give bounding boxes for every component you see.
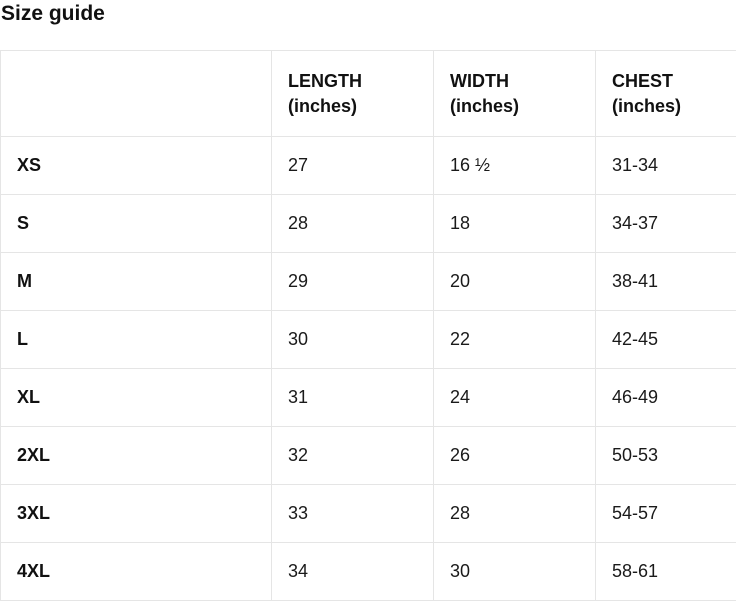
size-guide-table: LENGTH (inches) WIDTH (inches) CHEST (in… (0, 50, 736, 601)
column-header-length: LENGTH (inches) (271, 50, 434, 137)
table-row-xl: XL 31 24 46-49 (0, 368, 736, 427)
chest-value: 34-37 (595, 194, 736, 253)
chest-value: 42-45 (595, 310, 736, 369)
length-value: 30 (271, 310, 434, 369)
column-header-width: WIDTH (inches) (433, 50, 596, 137)
width-value: 22 (433, 310, 596, 369)
width-value: 18 (433, 194, 596, 253)
size-label: XL (0, 368, 272, 427)
length-value: 27 (271, 136, 434, 195)
size-label: XS (0, 136, 272, 195)
table-row-4xl: 4XL 34 30 58-61 (0, 542, 736, 601)
size-label: 4XL (0, 542, 272, 601)
header-row: LENGTH (inches) WIDTH (inches) CHEST (in… (0, 50, 736, 137)
table-row-m: M 29 20 38-41 (0, 252, 736, 311)
table-row-3xl: 3XL 33 28 54-57 (0, 484, 736, 543)
chest-value: 58-61 (595, 542, 736, 601)
width-value: 30 (433, 542, 596, 601)
chest-value: 31-34 (595, 136, 736, 195)
length-value: 33 (271, 484, 434, 543)
width-value: 16 ½ (433, 136, 596, 195)
width-value: 20 (433, 252, 596, 311)
table-row-l: L 30 22 42-45 (0, 310, 736, 369)
length-value: 29 (271, 252, 434, 311)
column-header-chest-name: CHEST (612, 70, 674, 91)
width-value: 28 (433, 484, 596, 543)
chest-value: 38-41 (595, 252, 736, 311)
chest-value: 46-49 (595, 368, 736, 427)
table-row-s: S 28 18 34-37 (0, 194, 736, 253)
column-header-width-unit: (inches) (450, 95, 520, 116)
size-label: 2XL (0, 426, 272, 485)
size-label: 3XL (0, 484, 272, 543)
length-value: 32 (271, 426, 434, 485)
width-value: 24 (433, 368, 596, 427)
page-title: Size guide (1, 2, 105, 25)
size-label: S (0, 194, 272, 253)
size-label: M (0, 252, 272, 311)
table-row-xs: XS 27 16 ½ 31-34 (0, 136, 736, 195)
table-row-2xl: 2XL 32 26 50-53 (0, 426, 736, 485)
column-header-length-name: LENGTH (288, 70, 362, 91)
size-label: L (0, 310, 272, 369)
column-header-chest: CHEST (inches) (595, 50, 736, 137)
column-header-chest-unit: (inches) (612, 95, 682, 116)
column-header-length-unit: (inches) (288, 95, 358, 116)
chest-value: 50-53 (595, 426, 736, 485)
length-value: 28 (271, 194, 434, 253)
width-value: 26 (433, 426, 596, 485)
column-header-width-name: WIDTH (450, 70, 509, 91)
length-value: 34 (271, 542, 434, 601)
corner-header-cell (0, 50, 272, 137)
chest-value: 54-57 (595, 484, 736, 543)
length-value: 31 (271, 368, 434, 427)
